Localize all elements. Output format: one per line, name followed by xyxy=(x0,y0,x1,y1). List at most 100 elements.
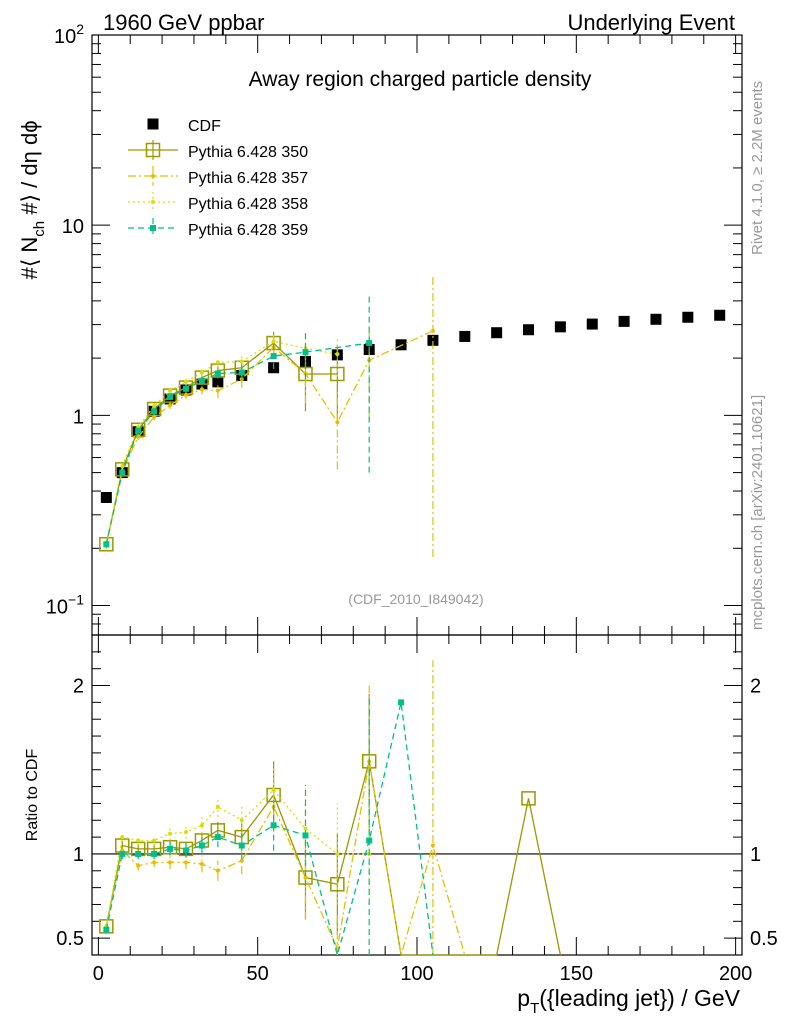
ratio-data-point xyxy=(398,699,405,706)
ratio-data-point xyxy=(215,804,220,809)
legend-label: Pythia 6.428 359 xyxy=(188,222,308,239)
ratio-series-line xyxy=(105,702,434,958)
main-data-point xyxy=(554,321,566,333)
main-data-point xyxy=(491,327,503,339)
main-data-point xyxy=(168,388,173,393)
main-data-point xyxy=(239,359,244,364)
ylabel-part-a: #⟨ N xyxy=(17,237,42,280)
ratio-series-0 xyxy=(99,693,562,956)
legend-label: Pythia 6.428 357 xyxy=(188,170,308,187)
main-data-point xyxy=(152,404,157,409)
ratio-series-line xyxy=(105,788,370,927)
main-series-0 xyxy=(100,309,726,503)
ratio-data-point xyxy=(303,875,308,880)
legend-label: CDF xyxy=(188,118,221,135)
main-data-point xyxy=(459,330,471,342)
legend-marker xyxy=(150,225,156,231)
legend-entry-0: CDF xyxy=(147,118,221,135)
main-data-point xyxy=(335,352,340,357)
main-x-ticks xyxy=(97,35,737,635)
analysis-label: (CDF_2010_I849042) xyxy=(348,591,483,607)
main-data-point xyxy=(182,385,189,392)
main-y-tick-label: 102 xyxy=(54,21,84,48)
main-data-point xyxy=(183,379,188,384)
main-data-point xyxy=(215,360,220,365)
x-tick-label: 100 xyxy=(400,963,433,985)
main-data-point xyxy=(167,393,174,400)
main-data-point xyxy=(135,427,142,434)
legend-marker xyxy=(151,174,155,178)
ratio-y-tick-label: 1 xyxy=(73,844,84,866)
main-data-point xyxy=(523,324,535,336)
ratio-data-point xyxy=(303,826,308,831)
rivet-label: Rivet 4.1.0, ≥ 2.2M events xyxy=(749,81,766,255)
main-data-point xyxy=(430,328,435,333)
main-data-point xyxy=(199,387,204,392)
ratio-data-point xyxy=(183,830,188,835)
legend-entry-2: Pythia 6.428 357 xyxy=(128,166,308,187)
ratio-y-tick-label: 0.5 xyxy=(56,928,84,950)
main-data-point xyxy=(119,469,126,476)
ratio-data-point xyxy=(239,818,244,823)
ratio-data-point xyxy=(521,791,536,806)
main-data-point xyxy=(395,339,407,351)
ratio-data-point xyxy=(136,863,141,868)
main-data-point xyxy=(366,340,373,347)
ratio-data-point xyxy=(199,823,204,828)
main-data-point xyxy=(152,415,157,420)
ratio-y-tick-label-right: 2 xyxy=(750,676,761,698)
xlabel-subscript: T xyxy=(530,1000,539,1017)
main-series-line xyxy=(105,342,370,545)
ratio-data-point xyxy=(168,831,173,836)
main-data-point xyxy=(168,403,173,408)
main-series-4 xyxy=(103,294,373,549)
main-data-point xyxy=(302,349,309,356)
ratio-data-point xyxy=(103,926,110,933)
ratio-data-point xyxy=(270,822,277,829)
legend-entry-4: Pythia 6.428 359 xyxy=(128,218,308,239)
main-y-tick-label: 1 xyxy=(73,406,84,428)
legend-entry-3: Pythia 6.428 358 xyxy=(128,192,308,213)
ratio-data-point xyxy=(167,845,174,852)
main-data-point xyxy=(330,366,345,382)
ratio-panel: Ratio to CDF pT({leading jet}) / GeV 0 50… xyxy=(24,634,778,1017)
ratio-data-point xyxy=(152,838,157,843)
main-y-axis-label: #⟨ Nch #⟩ / dη dϕ xyxy=(17,120,48,279)
ylabel-part-b: #⟩ / dη dϕ xyxy=(17,120,42,220)
ratio-series-layer xyxy=(99,660,562,958)
legend-label: Pythia 6.428 358 xyxy=(188,196,308,213)
main-data-point xyxy=(136,434,141,439)
header-right: Underlying Event xyxy=(567,10,735,35)
main-data-point xyxy=(183,392,188,397)
main-series-2 xyxy=(104,276,435,557)
x-tick-label: 0 xyxy=(93,963,104,985)
main-data-point xyxy=(120,464,125,469)
header-left: 1960 GeV ppbar xyxy=(103,10,264,35)
main-y-tick-label: 10 xyxy=(62,216,84,238)
ratio-data-point xyxy=(135,850,142,857)
main-data-point xyxy=(238,369,245,376)
legend-entry-1: Pythia 6.428 350 xyxy=(128,140,308,161)
x-tick-label: 50 xyxy=(247,963,269,985)
ratio-y-axis-label: Ratio to CDF xyxy=(24,749,41,842)
ratio-y-tick-label-right: 0.5 xyxy=(750,928,778,950)
legend: CDF Pythia 6.428 350 Pythia 6.428 357 Pythi… xyxy=(128,118,308,239)
main-data-point xyxy=(271,339,276,344)
ratio-y-tick-label: 2 xyxy=(73,676,84,698)
ratio-data-point xyxy=(152,860,157,865)
legend-marker xyxy=(151,200,155,204)
ratio-data-point xyxy=(215,868,220,873)
ratio-series-3 xyxy=(103,697,434,958)
main-data-point xyxy=(586,318,598,330)
main-data-point xyxy=(212,376,224,388)
legend-marker xyxy=(147,118,159,130)
ratio-data-point xyxy=(214,834,221,841)
main-data-point xyxy=(198,377,205,384)
main-data-point xyxy=(618,315,630,327)
xlabel-part-a: p xyxy=(517,985,530,1011)
mcplots-label: mcplots.cern.ch [arXiv:2401.10621] xyxy=(749,395,766,630)
ratio-data-point xyxy=(198,842,205,849)
main-panel: Away region charged particle density (CD… xyxy=(17,21,743,636)
ratio-plot-frame xyxy=(91,634,743,956)
main-data-point xyxy=(427,334,439,346)
